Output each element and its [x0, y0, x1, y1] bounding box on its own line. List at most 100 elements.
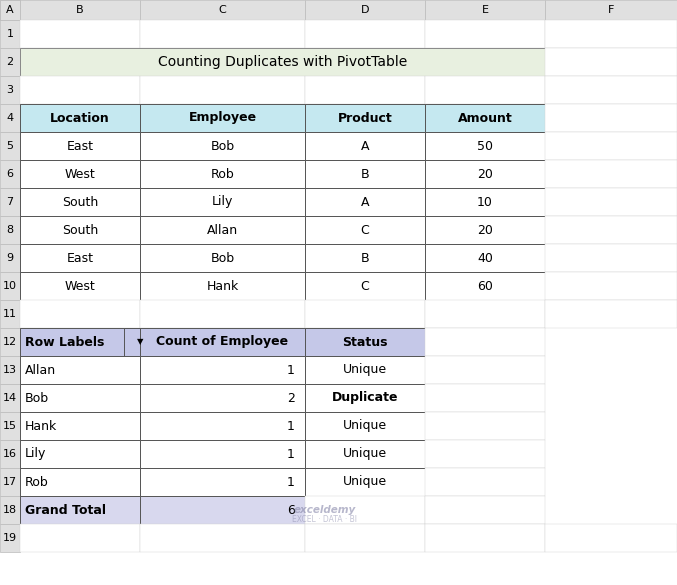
Text: Unique: Unique: [343, 419, 387, 432]
Text: 11: 11: [3, 309, 17, 319]
Text: EXCEL · DATA · BI: EXCEL · DATA · BI: [292, 515, 357, 525]
Bar: [425, 328, 545, 356]
Text: 7: 7: [7, 197, 14, 207]
Text: Counting Duplicates with PivotTable: Counting Duplicates with PivotTable: [158, 55, 407, 69]
Text: Hank: Hank: [25, 419, 58, 432]
Bar: [305, 188, 425, 216]
Text: 2: 2: [7, 57, 14, 67]
Bar: [545, 216, 677, 244]
Bar: [20, 496, 140, 524]
Bar: [0, 244, 20, 272]
Bar: [20, 356, 140, 384]
Bar: [305, 76, 425, 104]
Bar: [425, 272, 545, 300]
Text: Rob: Rob: [25, 476, 49, 488]
Bar: [305, 160, 425, 188]
Bar: [140, 20, 305, 48]
Bar: [0, 48, 20, 76]
Text: D: D: [361, 5, 369, 15]
Bar: [425, 216, 545, 244]
Bar: [425, 300, 545, 328]
Text: 20: 20: [477, 167, 493, 181]
Bar: [425, 132, 545, 160]
Bar: [545, 188, 677, 216]
Text: East: East: [66, 139, 93, 153]
Text: Hank: Hank: [206, 280, 238, 292]
Bar: [0, 76, 20, 104]
Text: South: South: [62, 223, 98, 236]
Text: Grand Total: Grand Total: [25, 504, 106, 517]
Text: Bob: Bob: [211, 139, 234, 153]
Bar: [545, 76, 677, 104]
Text: 3: 3: [7, 85, 14, 95]
Bar: [0, 384, 20, 412]
Bar: [0, 216, 20, 244]
Bar: [20, 48, 545, 76]
Bar: [0, 20, 20, 48]
Bar: [140, 412, 305, 440]
Bar: [305, 468, 425, 496]
Bar: [425, 468, 545, 496]
Text: B: B: [361, 252, 370, 264]
Text: 18: 18: [3, 505, 17, 515]
Text: Allan: Allan: [207, 223, 238, 236]
Bar: [20, 188, 140, 216]
Bar: [140, 524, 305, 552]
Bar: [305, 496, 425, 524]
Text: West: West: [64, 280, 95, 292]
Bar: [0, 132, 20, 160]
Text: 1: 1: [287, 448, 295, 460]
Bar: [0, 160, 20, 188]
Bar: [425, 104, 545, 132]
Bar: [20, 272, 140, 300]
Text: 15: 15: [3, 421, 17, 431]
Text: 19: 19: [3, 533, 17, 543]
Text: 17: 17: [3, 477, 17, 487]
Bar: [140, 244, 305, 272]
Bar: [0, 272, 20, 300]
Bar: [140, 104, 305, 132]
Text: Lily: Lily: [212, 195, 233, 208]
Bar: [305, 216, 425, 244]
Bar: [20, 440, 140, 468]
Bar: [545, 244, 677, 272]
Bar: [425, 20, 545, 48]
Bar: [20, 20, 140, 48]
Bar: [140, 496, 305, 524]
Bar: [425, 524, 545, 552]
Bar: [124, 328, 140, 356]
Text: Employee: Employee: [188, 112, 257, 125]
Bar: [545, 524, 677, 552]
Text: A: A: [361, 195, 369, 208]
Bar: [0, 524, 20, 552]
Bar: [20, 524, 140, 552]
Bar: [140, 272, 305, 300]
Text: 6: 6: [287, 504, 295, 517]
Bar: [305, 272, 425, 300]
Bar: [425, 496, 545, 524]
Text: Amount: Amount: [458, 112, 512, 125]
Bar: [140, 0, 305, 20]
Bar: [545, 132, 677, 160]
Text: 14: 14: [3, 393, 17, 403]
Bar: [20, 0, 140, 20]
Text: Unique: Unique: [343, 448, 387, 460]
Text: A: A: [6, 5, 14, 15]
Text: Product: Product: [338, 112, 393, 125]
Bar: [20, 412, 140, 440]
Bar: [425, 244, 545, 272]
Bar: [140, 300, 305, 328]
Text: Allan: Allan: [25, 363, 56, 377]
Text: 1: 1: [287, 419, 295, 432]
Bar: [20, 216, 140, 244]
Text: 16: 16: [3, 449, 17, 459]
Bar: [140, 76, 305, 104]
Bar: [140, 356, 305, 384]
Bar: [140, 188, 305, 216]
Text: Unique: Unique: [343, 476, 387, 488]
Bar: [140, 216, 305, 244]
Bar: [20, 76, 140, 104]
Text: 20: 20: [477, 223, 493, 236]
Bar: [0, 0, 20, 20]
Bar: [305, 0, 425, 20]
